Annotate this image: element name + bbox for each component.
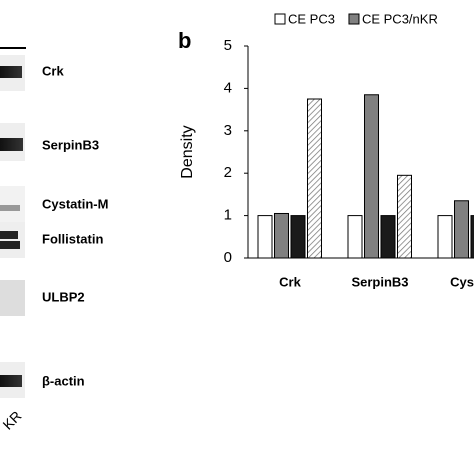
bar — [307, 98, 322, 259]
blot-label: ULBP2 — [42, 289, 85, 304]
blot-label: SerpinB3 — [42, 137, 99, 152]
blot-label: β-actin — [42, 373, 85, 388]
blot-label: Cystatin-M — [42, 196, 108, 211]
blot-band — [0, 205, 20, 211]
blot-band — [0, 241, 20, 249]
bar — [274, 212, 289, 259]
bar — [454, 200, 469, 259]
y-axis-label: Density — [179, 125, 196, 178]
blot-band — [0, 66, 22, 78]
y-tick-label: 5 — [224, 37, 232, 54]
bar — [437, 215, 453, 259]
blot-band — [0, 375, 22, 387]
lane-label: KR — [0, 408, 24, 433]
y-tick-label: 0 — [224, 249, 232, 266]
legend-swatch — [348, 13, 360, 25]
legend-label: CE PC3 — [288, 11, 335, 26]
blot-band — [0, 138, 23, 151]
bar — [290, 215, 306, 259]
y-tick-label: 1 — [224, 207, 232, 224]
blot-band — [0, 231, 18, 239]
blot-frame — [0, 222, 25, 258]
bar — [397, 174, 412, 259]
bar — [364, 94, 379, 259]
blot-label: Follistatin — [42, 231, 103, 246]
y-tick-label: 2 — [224, 164, 232, 181]
y-tick-label: 3 — [224, 122, 232, 139]
blot-band — [0, 280, 25, 316]
x-tick-label: Crk — [279, 274, 301, 289]
x-tick-label: Cystat — [450, 274, 474, 289]
bar — [380, 215, 396, 259]
bar — [257, 215, 273, 259]
legend-label: CE PC3/nKR — [362, 11, 438, 26]
panel-letter: b — [178, 28, 191, 53]
bar — [347, 215, 363, 259]
blot-label: Crk — [42, 63, 64, 78]
bar — [470, 215, 474, 259]
x-tick-label: SerpinB3 — [351, 274, 408, 289]
blot-panel — [0, 47, 26, 398]
blot-frame — [0, 186, 25, 222]
legend-swatch — [274, 13, 286, 25]
y-tick-label: 4 — [224, 79, 232, 96]
